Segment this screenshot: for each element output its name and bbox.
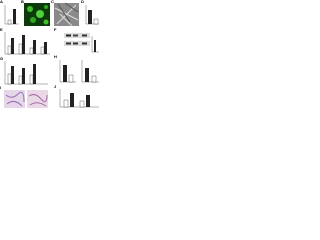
panel-label: I — [0, 85, 1, 90]
bar — [7, 73, 12, 85]
bar — [86, 95, 90, 107]
bar — [70, 93, 74, 107]
panel-c: C — [51, 0, 79, 27]
bar — [88, 10, 92, 24]
panel-f: F — [54, 27, 99, 53]
cell — [27, 6, 33, 12]
band — [66, 42, 71, 45]
panel-j: J — [54, 84, 99, 108]
cell — [43, 19, 49, 25]
panel-label: B — [21, 0, 24, 4]
cell — [36, 10, 44, 18]
cell — [30, 17, 36, 23]
cell — [44, 5, 48, 9]
band — [82, 34, 87, 37]
panel-h: H — [54, 54, 99, 83]
bar — [94, 40, 96, 52]
panel-i: I — [0, 85, 48, 108]
panel-b: B — [21, 0, 50, 26]
band — [73, 42, 78, 45]
axes — [81, 60, 99, 83]
axes — [4, 5, 19, 25]
axes — [91, 36, 99, 53]
bar — [68, 74, 74, 83]
panel-label: J — [54, 84, 56, 89]
bar — [85, 68, 89, 82]
panel-d: D — [81, 0, 99, 25]
bar — [11, 38, 14, 54]
figure: A B C D E F — [0, 0, 99, 108]
bar — [93, 18, 99, 25]
bar — [33, 40, 36, 54]
bar — [29, 74, 34, 85]
bar — [91, 75, 97, 83]
bar — [7, 19, 12, 25]
panel-label: H — [54, 54, 57, 59]
bar — [29, 47, 34, 55]
bar — [22, 68, 25, 84]
panel-label: C — [51, 0, 54, 4]
bar — [11, 66, 14, 84]
panel-label: F — [54, 27, 57, 32]
panel-a: A — [0, 0, 19, 25]
band — [73, 34, 78, 37]
bar — [18, 43, 23, 55]
bar — [13, 9, 16, 24]
bar — [79, 100, 85, 108]
panel-label: D — [81, 0, 84, 4]
bar — [63, 99, 69, 108]
texture — [57, 2, 79, 23]
panel-label: G — [0, 56, 3, 61]
panel-g: G — [0, 56, 48, 85]
bar — [33, 64, 36, 84]
bar — [7, 45, 12, 55]
tissue — [28, 94, 48, 107]
bar — [18, 75, 23, 85]
band — [66, 34, 71, 37]
band — [82, 42, 87, 45]
bar — [22, 35, 25, 54]
bar — [44, 42, 47, 54]
bar — [40, 46, 45, 55]
panel-label: E — [0, 27, 3, 32]
bar — [63, 65, 67, 82]
panel-e: E — [0, 27, 50, 55]
tissue — [5, 91, 25, 107]
panel-label: A — [0, 0, 3, 4]
axes — [59, 60, 76, 83]
